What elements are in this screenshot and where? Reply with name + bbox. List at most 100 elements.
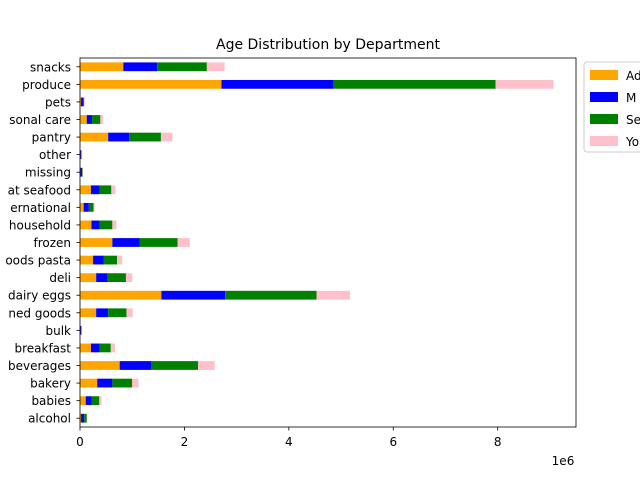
y-tick-label: bakery <box>30 377 71 391</box>
legend-swatch <box>590 92 618 102</box>
bar-snacks-series-3 <box>207 62 225 71</box>
x-axis-scale-label: 1e6 <box>552 454 575 468</box>
bar-dry-goods-pasta-series-2 <box>103 256 117 265</box>
legend-label: M <box>626 91 636 105</box>
bar-canned-goods-series-2 <box>108 308 126 317</box>
y-tick-label: other <box>39 148 71 162</box>
x-tick-label: 8 <box>494 435 502 449</box>
bar-snacks-series-2 <box>157 62 207 71</box>
bar-dairy-eggs-series-2 <box>225 291 316 300</box>
y-tick-label: at seafood <box>8 183 71 197</box>
x-tick-label: 4 <box>285 435 293 449</box>
bar-international-series-3 <box>94 203 95 212</box>
bar-alcohol-series-2 <box>84 414 87 423</box>
bar-deli-series-0 <box>80 273 96 282</box>
bars-layer <box>80 62 554 422</box>
bar-personal-care-series-1 <box>87 115 92 124</box>
y-tick-label: bulk <box>45 324 71 338</box>
bar-deli-series-3 <box>126 273 132 282</box>
bar-bakery-series-2 <box>112 379 132 388</box>
legend-label: Ad <box>626 69 640 83</box>
bar-pets-series-1 <box>81 98 83 107</box>
bar-frozen-series-1 <box>112 238 139 247</box>
bar-bakery-series-3 <box>132 379 138 388</box>
bar-bulk-series-2 <box>81 326 82 335</box>
bar-deli-series-2 <box>108 273 126 282</box>
y-axis-ticks: alcohol babies bakery beverages breakfast bul… <box>5 60 80 425</box>
bar-breakfast-series-3 <box>111 344 115 353</box>
bar-household-series-2 <box>100 221 113 230</box>
bar-breakfast-series-1 <box>91 344 100 353</box>
bar-missing-series-2 <box>82 168 83 177</box>
bar-babies-series-3 <box>99 396 101 405</box>
y-tick-label: beverages <box>8 359 71 373</box>
bar-personal-care-series-2 <box>92 115 100 124</box>
bar-frozen-series-0 <box>80 238 112 247</box>
bar-household-series-3 <box>112 221 116 230</box>
y-tick-label: ned goods <box>8 306 71 320</box>
bar-breakfast-series-0 <box>80 344 91 353</box>
bar-snacks-series-0 <box>80 62 123 71</box>
y-tick-label: alcohol <box>28 412 71 426</box>
bar-produce-series-2 <box>334 80 496 89</box>
bar-snacks-series-1 <box>123 62 157 71</box>
bar-dairy-eggs-series-3 <box>317 291 350 300</box>
y-tick-label: missing <box>25 166 71 180</box>
y-tick-label: dairy eggs <box>8 289 71 303</box>
bar-personal-care-series-0 <box>80 115 87 124</box>
bar-bakery-series-1 <box>97 379 112 388</box>
bar-pantry-series-1 <box>108 133 129 142</box>
bar-pantry-series-3 <box>161 133 172 142</box>
bar-dry-goods-pasta-series-0 <box>80 256 93 265</box>
bar-dry-goods-pasta-series-3 <box>117 256 122 265</box>
bar-meat-seafood-series-0 <box>80 185 91 194</box>
bar-household-series-1 <box>91 221 99 230</box>
x-tick-label: 6 <box>389 435 397 449</box>
legend-swatch <box>590 136 618 146</box>
y-tick-label: deli <box>49 271 71 285</box>
legend-swatch <box>590 114 618 124</box>
y-tick-label: pantry <box>32 131 71 145</box>
bar-bulk-series-1 <box>81 326 82 335</box>
bar-dairy-eggs-series-1 <box>161 291 225 300</box>
bar-beverages-series-1 <box>120 361 151 370</box>
bar-produce-series-1 <box>221 80 333 89</box>
bar-pantry-series-0 <box>80 133 108 142</box>
bar-pets-series-2 <box>83 98 84 107</box>
y-tick-label: household <box>9 218 71 232</box>
bar-babies-series-2 <box>91 396 99 405</box>
bar-international-series-0 <box>80 203 84 212</box>
bar-other-series-2 <box>81 150 82 159</box>
bar-household-series-0 <box>80 221 91 230</box>
y-tick-label: breakfast <box>14 341 71 355</box>
bar-canned-goods-series-3 <box>126 308 132 317</box>
bar-meat-seafood-series-1 <box>91 185 100 194</box>
bar-pets-series-3 <box>84 98 85 107</box>
bar-alcohol-series-3 <box>87 414 88 423</box>
bar-alcohol-series-1 <box>81 414 84 423</box>
bar-meat-seafood-series-2 <box>100 185 111 194</box>
bar-meat-seafood-series-3 <box>111 185 115 194</box>
bar-other-series-1 <box>81 150 82 159</box>
bar-dry-goods-pasta-series-1 <box>93 256 103 265</box>
legend: Ad M Se Yo <box>584 62 640 152</box>
legend-label: Yo <box>625 135 639 149</box>
bar-beverages-series-2 <box>151 361 198 370</box>
bar-international-series-2 <box>89 203 94 212</box>
y-tick-label: ernational <box>10 201 71 215</box>
y-tick-label: oods pasta <box>5 254 71 268</box>
y-tick-label: produce <box>22 78 71 92</box>
bar-breakfast-series-2 <box>100 344 111 353</box>
y-tick-label: babies <box>31 394 71 408</box>
bar-produce-series-3 <box>496 80 554 89</box>
bar-babies-series-0 <box>80 396 86 405</box>
y-tick-label: pets <box>45 95 71 109</box>
legend-label: Se <box>626 113 640 127</box>
x-tick-label: 2 <box>181 435 189 449</box>
bar-dairy-eggs-series-0 <box>80 291 161 300</box>
bar-frozen-series-3 <box>178 238 190 247</box>
chart-title: Age Distribution by Department <box>216 37 441 53</box>
